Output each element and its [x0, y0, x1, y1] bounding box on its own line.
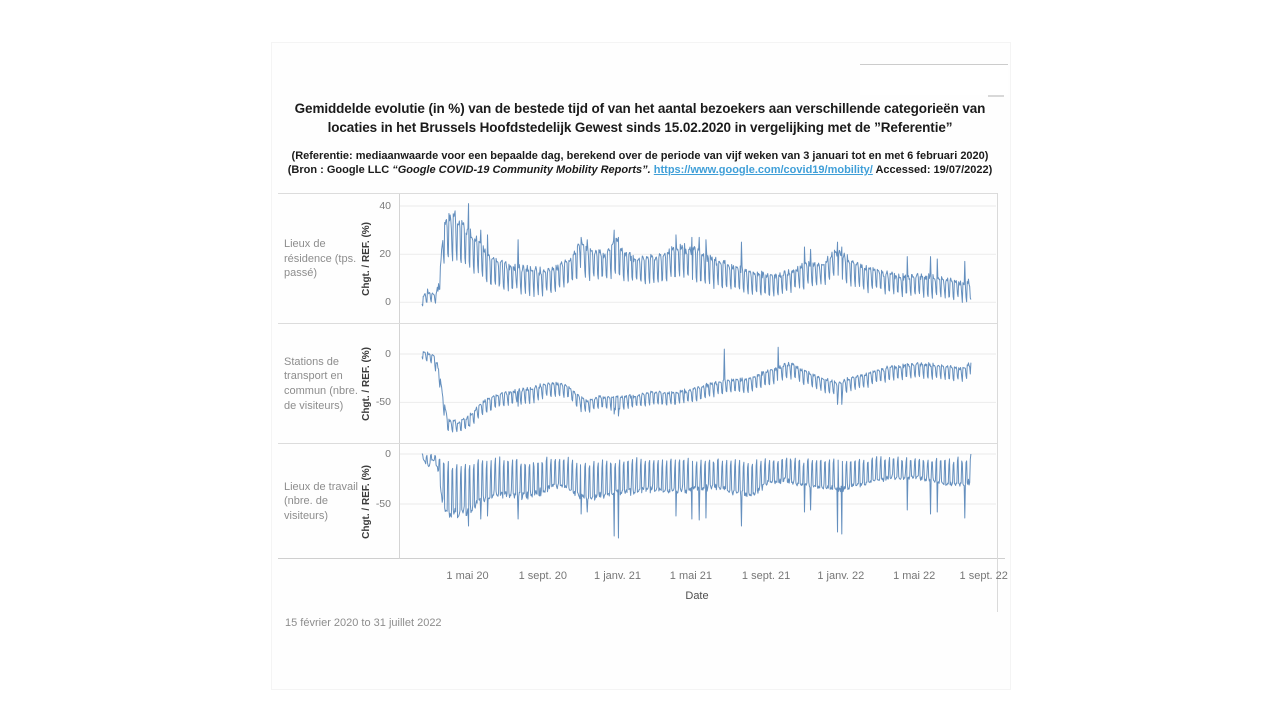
source-note-report-name: “Google COVID-19 Community Mobility Repo…	[392, 164, 654, 176]
date-range-caption: 15 février 2020 to 31 juillet 2022	[285, 617, 442, 629]
panel-workplaces-label: Lieux de travail (nbre. de visiteurs)	[284, 480, 358, 522]
chart-title-line1: Gemiddelde evolutie (in %) van de bested…	[294, 101, 986, 116]
panel-svg	[400, 346, 996, 433]
series-line	[421, 346, 972, 433]
source-note-prefix: (Bron : Google LLC	[287, 164, 393, 176]
x-axis: 1 mai 20 1 sept. 20 1 janv. 21 1 mai 21 1 se…	[399, 570, 1007, 585]
panel-workplaces-yaxis-title: Chgt. / REF. (%)	[360, 464, 372, 539]
x-tick-label: 1 mai 20	[446, 570, 489, 582]
panel-svg	[400, 453, 996, 539]
y-tick-label: 40	[379, 199, 391, 212]
y-tick-label: -50	[375, 497, 391, 510]
y-tick-label: 20	[379, 247, 391, 260]
x-tick-label: 1 sept. 20	[518, 570, 567, 582]
window-edge-artifact	[860, 64, 1008, 95]
panel-transit: Stations de transport en commun (nbre. d…	[278, 323, 998, 444]
x-tick-label: 1 mai 21	[669, 570, 712, 582]
panel-residence-yaxis-title: Chgt. / REF. (%)	[360, 222, 372, 296]
panel-residence-label: Lieux de résidence (tps. passé)	[284, 238, 357, 280]
x-axis-title: Date	[685, 590, 709, 602]
panel-svg	[400, 203, 996, 307]
plot-right-border	[997, 193, 998, 612]
reference-note: (Referentie: mediaanwaarde voor een bepa…	[291, 150, 989, 162]
chart-title-line2: locaties in het Brussels Hoofdstedelijk …	[327, 120, 953, 135]
window-edge-artifact-small	[988, 95, 1004, 97]
x-tick-label: 1 janv. 22	[817, 570, 865, 582]
panel-transit-yaxis-title: Chgt. / REF. (%)	[360, 347, 372, 421]
panel-workplaces: Lieux de travail (nbre. de visiteurs) Ch…	[278, 443, 998, 559]
panel-residence-plot[interactable]	[399, 194, 996, 324]
panel-residence-yticks: 40 20 0	[374, 194, 396, 324]
panel-workplaces-yticks: 0 -50	[374, 444, 396, 559]
x-tick-label: 1 sept. 21	[741, 570, 791, 582]
panel-transit-label: Stations de transport en commun (nbre. d…	[284, 355, 358, 412]
panel-transit-plot[interactable]	[399, 324, 996, 444]
mobility-report-link[interactable]: https://www.google.com/covid19/mobility/	[653, 164, 873, 176]
panel-transit-yticks: 0 -50	[374, 324, 396, 444]
x-tick-label: 1 mai 22	[893, 570, 936, 582]
series-line	[421, 203, 972, 307]
x-tick-label: 1 janv. 21	[594, 570, 641, 582]
panel-workplaces-plot[interactable]	[399, 444, 996, 559]
x-tick-label: 1 sept. 22	[959, 570, 1008, 582]
y-tick-label: 0	[385, 447, 391, 460]
dashboard-frame	[271, 42, 1011, 690]
y-tick-label: 0	[385, 347, 391, 360]
panel-residence: Lieux de résidence (tps. passé) Chgt. / …	[278, 193, 998, 324]
source-note-suffix: Accessed: 19/07/2022)	[872, 164, 993, 176]
y-tick-label: 0	[385, 295, 391, 308]
series-line	[421, 453, 972, 539]
source-note: (Bron : Google LLC “Google COVID-19 Comm…	[0, 164, 1280, 176]
mobility-chart: Lieux de résidence (tps. passé) Chgt. / …	[278, 193, 1005, 559]
y-tick-label: -50	[375, 395, 391, 408]
